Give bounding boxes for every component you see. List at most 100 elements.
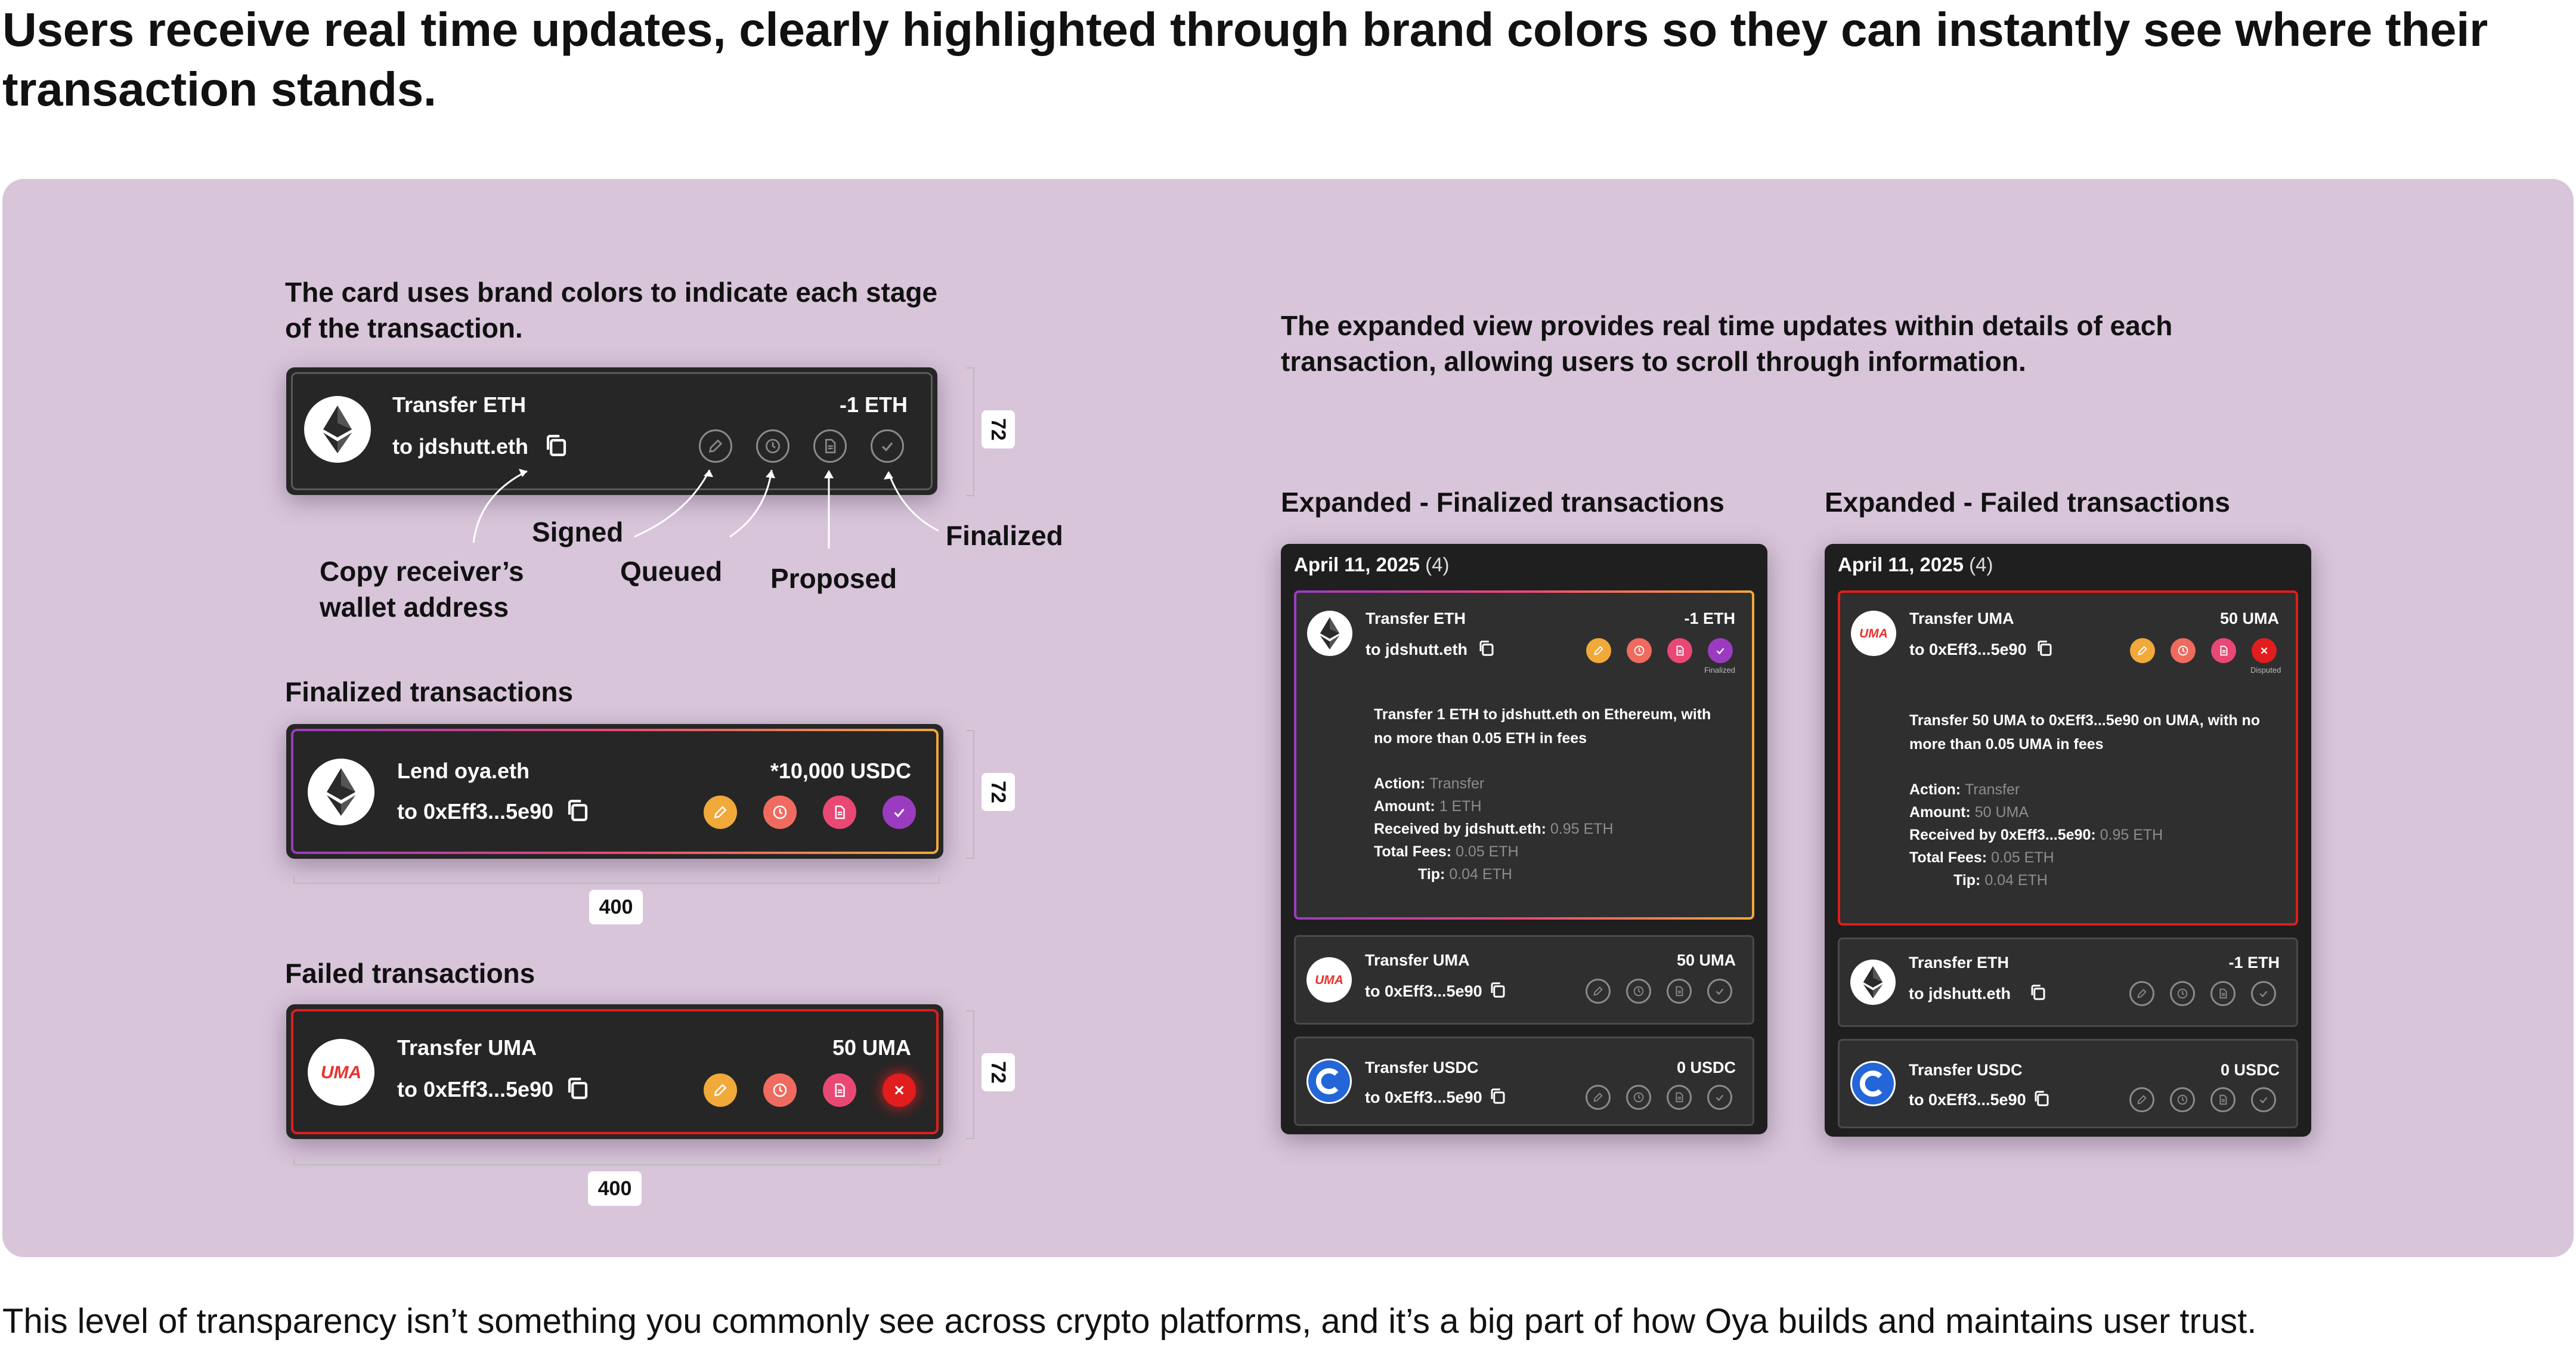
expanded-failed-heading: Expanded - Failed transactions <box>1825 487 2230 518</box>
transaction-row[interactable]: Transfer UMA to 0xEff3...5e90 50 UMA <box>1294 935 1754 1025</box>
queued-status-icon <box>756 429 789 463</box>
footer-text: This level of transparency isn’t somethi… <box>2 1302 2257 1341</box>
annotation-proposed: Proposed <box>770 563 897 594</box>
copy-icon[interactable] <box>2033 1090 2051 1110</box>
annotation-copy-address: Copy receiver’s wallet address <box>320 556 524 623</box>
card-recipient: to jdshutt.eth <box>392 434 528 459</box>
status-caption: Finalized <box>1704 666 1736 674</box>
panel-date: April 11, 2025 (4) <box>1838 553 1993 576</box>
card-title: Transfer UMA <box>1909 609 2014 627</box>
card-title: Lend oya.eth <box>397 759 530 783</box>
card-amount: -1 ETH <box>1684 609 1735 627</box>
detail-amount: Amount: 1 ETH <box>1374 798 1482 815</box>
card-recipient: to 0xEff3...5e90 <box>1909 641 2027 658</box>
proposed-status-icon <box>813 429 847 463</box>
uma-logo-icon <box>1306 957 1352 1003</box>
height-dimension-line <box>966 730 974 859</box>
usdc-logo-icon <box>1306 1059 1352 1104</box>
detail-fees: Total Fees: 0.05 ETH <box>1909 849 2054 866</box>
card-title: Transfer ETH <box>1909 954 2010 971</box>
copy-icon[interactable] <box>565 1076 590 1104</box>
ethereum-logo-icon <box>1307 611 1352 656</box>
card-intro-text: The card uses brand colors to indicate e… <box>285 277 938 344</box>
proposed-status-icon <box>1667 1085 1692 1110</box>
card-amount: 0 USDC <box>2220 1061 2280 1079</box>
card-title: Transfer ETH <box>1366 609 1466 627</box>
card-recipient: to jdshutt.eth <box>1366 641 1467 658</box>
finalized-status-icon <box>2251 981 2276 1006</box>
finalized-status-icon <box>2251 1087 2276 1112</box>
page-heading: Users receive real time updates, clearly… <box>2 3 2488 116</box>
card-amount: 0 USDC <box>1676 1059 1736 1076</box>
uma-logo-icon <box>1851 611 1896 656</box>
expanded-transaction-card[interactable]: Transfer UMA to 0xEff3...5e90 50 UMA Dis… <box>1838 590 2298 926</box>
detail-action: Action: Transfer <box>1374 775 1485 792</box>
transaction-card-failed[interactable]: Transfer UMA to 0xEff3...5e90 50 UMA <box>286 1004 943 1139</box>
proposed-status-icon <box>2210 1087 2236 1112</box>
failed-status-icon <box>883 1073 916 1107</box>
finalized-status-icon <box>1707 979 1732 1004</box>
height-dimension-line <box>966 367 974 496</box>
queued-status-icon <box>2171 638 2196 663</box>
finalized-status-icon <box>1707 1085 1732 1110</box>
card-amount: *10,000 USDC <box>770 759 911 783</box>
copy-icon[interactable] <box>1478 639 1496 660</box>
expanded-panel-failed[interactable]: April 11, 2025 (4) Transfer UMA to 0xEff… <box>1825 544 2311 1137</box>
detail-tip: Tip: 0.04 ETH <box>1418 866 1512 883</box>
detail-fees: Total Fees: 0.05 ETH <box>1374 843 1519 860</box>
finalized-status-icon <box>871 429 904 463</box>
card-amount: -1 ETH <box>839 392 908 417</box>
card-recipient: to 0xEff3...5e90 <box>1909 1091 2026 1109</box>
proposed-status-icon <box>2210 981 2236 1006</box>
signed-status-icon <box>699 429 732 463</box>
expanded-transaction-card[interactable]: Transfer ETH to jdshutt.eth -1 ETH Final… <box>1294 590 1754 920</box>
detail-tip: Tip: 0.04 ETH <box>1953 872 2048 889</box>
ethereum-logo-icon <box>304 396 371 463</box>
panel-date: April 11, 2025 (4) <box>1294 553 1450 576</box>
signed-status-icon <box>1586 638 1611 663</box>
queued-status-icon <box>763 796 797 829</box>
width-dimension-label: 400 <box>588 1171 642 1206</box>
detail-amount: Amount: 50 UMA <box>1909 804 2029 821</box>
status-caption: Disputed <box>2250 666 2281 674</box>
height-dimension-label: 72 <box>982 1053 1015 1091</box>
card-recipient: to 0xEff3...5e90 <box>397 1077 554 1102</box>
queued-status-icon <box>1627 638 1652 663</box>
card-recipient: to 0xEff3...5e90 <box>1365 1088 1482 1106</box>
copy-icon[interactable] <box>1489 1087 1507 1108</box>
transaction-row[interactable]: Transfer USDC to 0xEff3...5e90 0 USDC <box>1838 1039 2298 1128</box>
transaction-description: Transfer 1 ETH to jdshutt.eth on Ethereu… <box>1374 706 1711 747</box>
expanded-finalized-heading: Expanded - Finalized transactions <box>1281 487 1724 518</box>
height-dimension-line <box>966 1010 974 1139</box>
finalized-status-icon <box>1708 638 1733 663</box>
transaction-card-finalized[interactable]: Lend oya.eth to 0xEff3...5e90 *10,000 US… <box>286 724 943 859</box>
annotation-finalized: Finalized <box>946 520 1063 551</box>
width-dimension-line <box>293 1158 940 1165</box>
queued-status-icon <box>1626 1085 1651 1110</box>
signed-status-icon <box>2130 638 2155 663</box>
width-dimension-line <box>293 877 940 884</box>
annotation-arrows <box>472 469 939 549</box>
finalized-status-icon <box>883 796 916 829</box>
card-recipient: to 0xEff3...5e90 <box>397 799 554 824</box>
copy-icon[interactable] <box>1489 981 1507 1002</box>
finalized-transactions-label: Finalized transactions <box>285 676 574 707</box>
uma-logo-icon <box>308 1039 374 1106</box>
proposed-status-icon <box>1667 638 1692 663</box>
expanded-panel-finalized[interactable]: April 11, 2025 (4) Transfer ETH to jdshu… <box>1281 544 1767 1134</box>
usdc-logo-icon <box>1850 1061 1896 1106</box>
failed-status-icon <box>2252 638 2277 663</box>
copy-icon[interactable] <box>2029 983 2047 1004</box>
card-amount: 50 UMA <box>1676 951 1736 969</box>
copy-icon[interactable] <box>2036 639 2054 660</box>
queued-status-icon <box>2170 1087 2195 1112</box>
ethereum-logo-icon <box>1850 960 1896 1005</box>
annotation-signed: Signed <box>532 516 624 547</box>
card-recipient: to jdshutt.eth <box>1909 985 2011 1003</box>
transaction-row[interactable]: Transfer ETH to jdshutt.eth -1 ETH <box>1838 938 2298 1027</box>
signed-status-icon <box>704 796 737 829</box>
copy-icon[interactable] <box>565 798 590 826</box>
card-title: Transfer ETH <box>392 392 527 417</box>
transaction-row[interactable]: Transfer USDC to 0xEff3...5e90 0 USDC <box>1294 1036 1754 1126</box>
queued-status-icon <box>2170 981 2195 1006</box>
